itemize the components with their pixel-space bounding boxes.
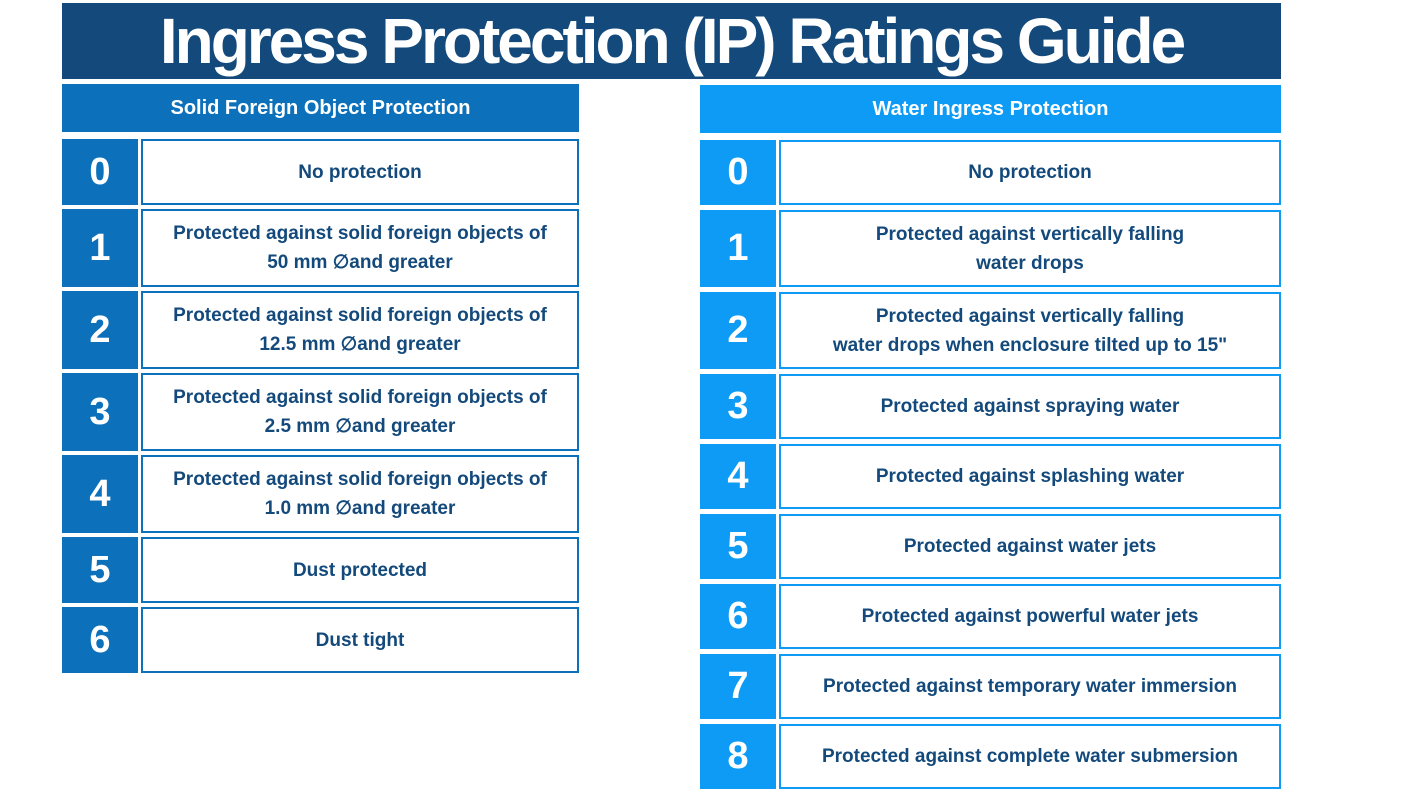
- description-line: Protected against complete water submers…: [821, 746, 1238, 767]
- description-cell: Dust tight: [141, 607, 579, 673]
- description-cell: Protected against spraying water: [779, 374, 1281, 439]
- rating-cell: 8: [700, 724, 776, 789]
- description-line: Protected against solid foreign objects …: [173, 469, 547, 490]
- table-row: 1 Protected against vertically falling w…: [700, 210, 1281, 287]
- table-row: 6 Protected against powerful water jets: [700, 584, 1281, 649]
- description-cell: No protection: [141, 139, 579, 205]
- title-banner: Ingress Protection (IP) Ratings Guide: [62, 3, 1281, 79]
- description-line: 2.5 mm ∅and greater: [264, 416, 456, 437]
- rating-cell: 5: [700, 514, 776, 579]
- description-cell: Protected against solid foreign objects …: [141, 209, 579, 287]
- table-row: 7 Protected against temporary water imme…: [700, 654, 1281, 719]
- description-line: Protected against solid foreign objects …: [173, 387, 547, 408]
- description-cell: Dust protected: [141, 537, 579, 603]
- description-cell: Protected against temporary water immers…: [779, 654, 1281, 719]
- description-cell: Protected against solid foreign objects …: [141, 291, 579, 369]
- description-line: Protected against vertically falling: [875, 305, 1185, 327]
- table-rows-water: 0 No protection 1 Protected against vert…: [700, 140, 1281, 794]
- table-header-water: Water Ingress Protection: [700, 85, 1281, 133]
- rating-cell: 2: [700, 292, 776, 369]
- solid-object-protection-table: Solid Foreign Object Protection 0 No pro…: [62, 84, 579, 677]
- table-rows-solid: 0 No protection 1 Protected against soli…: [62, 139, 579, 677]
- table-row: 2 Protected against solid foreign object…: [62, 291, 579, 369]
- description-cell: Protected against complete water submers…: [779, 724, 1281, 789]
- description-line: Protected against solid foreign objects …: [173, 223, 547, 244]
- rating-cell: 7: [700, 654, 776, 719]
- table-row: 4 Protected against splashing water: [700, 444, 1281, 509]
- page-title: Ingress Protection (IP) Ratings Guide: [159, 5, 1186, 77]
- description-cell: Protected against solid foreign objects …: [141, 373, 579, 451]
- description-line: Protected against splashing water: [875, 466, 1185, 487]
- description-line: Dust protected: [292, 559, 428, 581]
- table-row: 3 Protected against solid foreign object…: [62, 373, 579, 451]
- rating-cell: 1: [62, 209, 138, 287]
- description-cell: Protected against solid foreign objects …: [141, 455, 579, 533]
- rating-cell: 0: [700, 140, 776, 205]
- description-line: Dust tight: [315, 629, 405, 651]
- description-line: Protected against water jets: [903, 536, 1157, 557]
- table-row: 2 Protected against vertically falling w…: [700, 292, 1281, 369]
- description-line: No protection: [298, 161, 422, 183]
- description-line: 1.0 mm ∅and greater: [264, 498, 456, 519]
- description-cell: Protected against water jets: [779, 514, 1281, 579]
- rating-cell: 3: [62, 373, 138, 451]
- rating-cell: 1: [700, 210, 776, 287]
- water-ingress-protection-table: Water Ingress Protection 0 No protection…: [700, 85, 1281, 794]
- table-row: 1 Protected against solid foreign object…: [62, 209, 579, 287]
- description-cell: No protection: [779, 140, 1281, 205]
- description-line: 50 mm ∅and greater: [267, 252, 453, 273]
- description-line: Protected against vertically falling: [875, 223, 1185, 245]
- table-row: 3 Protected against spraying water: [700, 374, 1281, 439]
- description-line: water drops when enclosure tilted up to …: [832, 334, 1228, 356]
- description-cell: Protected against vertically falling wat…: [779, 210, 1281, 287]
- table-row: 0 No protection: [700, 140, 1281, 205]
- rating-cell: 4: [700, 444, 776, 509]
- rating-cell: 2: [62, 291, 138, 369]
- table-header-solid: Solid Foreign Object Protection: [62, 84, 579, 132]
- rating-cell: 5: [62, 537, 138, 603]
- description-cell: Protected against powerful water jets: [779, 584, 1281, 649]
- description-line: Protected against temporary water immers…: [823, 676, 1237, 697]
- rating-cell: 0: [62, 139, 138, 205]
- rating-cell: 3: [700, 374, 776, 439]
- table-row: 6 Dust tight: [62, 607, 579, 673]
- rating-cell: 6: [62, 607, 138, 673]
- table-row: 4 Protected against solid foreign object…: [62, 455, 579, 533]
- description-line: Protected against spraying water: [880, 396, 1180, 417]
- table-row: 0 No protection: [62, 139, 579, 205]
- table-row: 5 Protected against water jets: [700, 514, 1281, 579]
- description-line: water drops: [976, 252, 1084, 274]
- description-cell: Protected against vertically falling wat…: [779, 292, 1281, 369]
- description-line: No protection: [968, 162, 1092, 183]
- table-row: 8 Protected against complete water subme…: [700, 724, 1281, 789]
- description-line: Protected against solid foreign objects …: [173, 305, 547, 326]
- table-row: 5 Dust protected: [62, 537, 579, 603]
- description-cell: Protected against splashing water: [779, 444, 1281, 509]
- rating-cell: 6: [700, 584, 776, 649]
- description-line: 12.5 mm ∅and greater: [259, 334, 461, 355]
- description-line: Protected against powerful water jets: [861, 606, 1199, 627]
- rating-cell: 4: [62, 455, 138, 533]
